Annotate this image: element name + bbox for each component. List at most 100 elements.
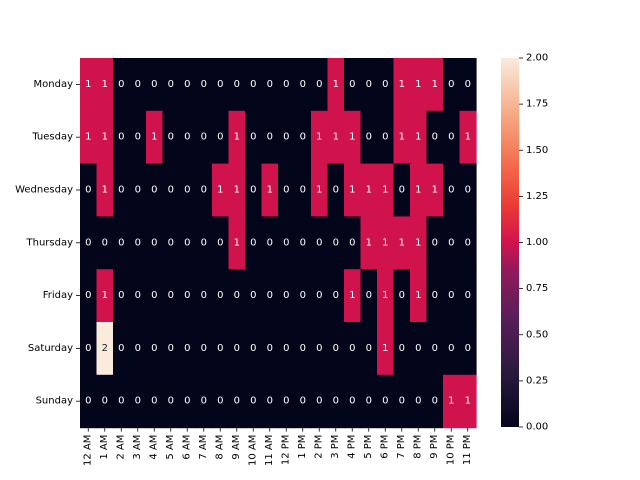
heatmap-cell: [195, 269, 213, 323]
heatmap-cell: [212, 163, 230, 217]
cell-value-label: 1: [399, 237, 405, 248]
heatmap-cell: [80, 322, 98, 376]
heatmap-cell: [96, 163, 114, 217]
heatmap-cell: [195, 216, 213, 270]
heatmap-cell: [129, 216, 147, 270]
colorbar-tick-label: 1.00: [526, 237, 548, 248]
cell-value-label: 0: [432, 343, 438, 354]
heatmap-cell: [212, 110, 230, 165]
cell-value-label: 1: [102, 185, 108, 196]
heatmap-cell: [162, 58, 180, 112]
cell-value-label: 0: [250, 343, 256, 354]
cell-value-label: 0: [135, 185, 141, 196]
heatmap-cell: [377, 110, 395, 165]
heatmap-cell: [393, 322, 411, 376]
cell-value-label: 0: [349, 237, 355, 248]
cell-value-label: 1: [85, 79, 91, 90]
heatmap-cell: [96, 110, 114, 165]
heatmap-cell: [393, 58, 411, 112]
heatmap-cell: [426, 322, 444, 376]
heatmap-cell: [327, 216, 345, 270]
cell-value-label: 0: [316, 79, 322, 90]
x-axis: 12 AM 1 AM 2 AM 3 AM 4 AM 5 AM 6 AM 7 AM 8 AM 9 A…: [83, 427, 473, 466]
cell-value-label: 0: [85, 343, 91, 354]
heatmap-cell: [344, 58, 362, 112]
colorbar-tick-label: 2.00: [526, 53, 548, 64]
colorbar-gradient: [501, 58, 519, 427]
heatmap-cell: [278, 322, 296, 376]
x-tick-label: 5 PM: [363, 435, 374, 459]
cell-value-label: 0: [250, 79, 256, 90]
cell-value-label: 0: [201, 237, 207, 248]
heatmap-cell: [129, 269, 147, 323]
cell-value-label: 0: [168, 290, 174, 301]
heatmap-cell: [294, 322, 312, 376]
cell-value-label: 0: [201, 290, 207, 301]
heatmap-cell: [146, 322, 164, 376]
cell-value-label: 0: [349, 79, 355, 90]
cell-value-label: 0: [234, 396, 240, 407]
heatmap-cell: [228, 322, 246, 376]
cell-value-label: 0: [432, 132, 438, 143]
colorbar-tick-label: 1.75: [526, 99, 548, 110]
heatmap-cell: [294, 58, 312, 112]
heatmap-cells: [80, 58, 477, 429]
cell-value-label: 0: [366, 132, 372, 143]
cell-value-label: 0: [250, 396, 256, 407]
heatmap-cell: [179, 322, 197, 376]
heatmap-cell: [443, 163, 461, 217]
heatmap-cell: [179, 110, 197, 165]
x-tick-label: 6 AM: [182, 435, 193, 460]
heatmap-cell: [443, 322, 461, 376]
cell-value-label: 0: [234, 79, 240, 90]
heatmap-cell: [294, 110, 312, 165]
cell-value-label: 0: [300, 396, 306, 407]
cell-value-label: 0: [151, 185, 157, 196]
heatmap-cell: [146, 110, 164, 165]
cell-value-label: 1: [316, 185, 322, 196]
cell-value-label: 0: [415, 396, 421, 407]
heatmap-cell: [261, 269, 279, 323]
heatmap-cell: [360, 110, 378, 165]
heatmap-cell: [459, 163, 477, 217]
heatmap-cell: [228, 110, 246, 165]
cell-value-label: 0: [448, 290, 454, 301]
heatmap-cell: [245, 163, 263, 217]
cell-value-label: 0: [85, 237, 91, 248]
heatmap-cell: [113, 216, 131, 270]
heatmap-cell: [146, 58, 164, 112]
cell-value-label: 0: [168, 237, 174, 248]
heatmap-cell: [162, 216, 180, 270]
cell-value-label: 0: [465, 343, 471, 354]
cell-value-label: 0: [283, 185, 289, 196]
heatmap-cell: [113, 163, 131, 217]
heatmap-cell: [327, 374, 345, 429]
cell-value-label: 0: [349, 343, 355, 354]
x-tick-label: 1 PM: [297, 435, 308, 459]
heatmap-cell: [146, 374, 164, 429]
cell-value-label: 1: [399, 132, 405, 143]
heatmap-cell: [410, 322, 428, 376]
cell-value-label: 0: [102, 396, 108, 407]
cell-value-label: 0: [432, 396, 438, 407]
heatmap-cell: [393, 163, 411, 217]
heatmap-cell: [212, 322, 230, 376]
cell-value-label: 0: [465, 185, 471, 196]
heatmap-cell: [443, 216, 461, 270]
cell-value-label: 0: [267, 290, 273, 301]
cell-value-label: 0: [201, 343, 207, 354]
colorbar-tick-label: 1.50: [526, 145, 548, 156]
heatmap-cell: [278, 58, 296, 112]
cell-value-label: 0: [267, 396, 273, 407]
cell-value-label: 0: [184, 79, 190, 90]
cell-value-label: 0: [448, 343, 454, 354]
cell-value-label: 0: [217, 237, 223, 248]
cell-value-label: 0: [135, 132, 141, 143]
heatmap-cell: [129, 163, 147, 217]
heatmap-cell: [426, 58, 444, 112]
cell-value-label: 0: [217, 132, 223, 143]
cell-value-label: 0: [300, 132, 306, 143]
heatmap-cell: [294, 374, 312, 429]
x-tick-label: 7 PM: [396, 435, 407, 459]
heatmap-cell: [344, 216, 362, 270]
